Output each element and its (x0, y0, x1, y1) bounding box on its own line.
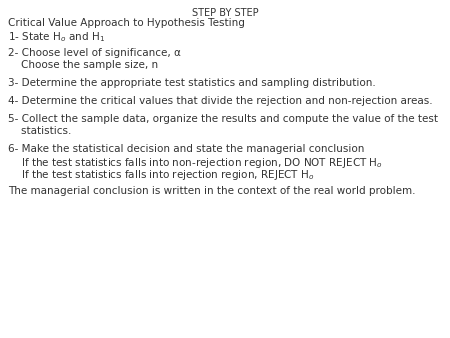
Text: 4- Determine the critical values that divide the rejection and non-rejection are: 4- Determine the critical values that di… (8, 96, 432, 106)
Text: 3- Determine the appropriate test statistics and sampling distribution.: 3- Determine the appropriate test statis… (8, 78, 376, 88)
Text: 6- Make the statistical decision and state the managerial conclusion: 6- Make the statistical decision and sta… (8, 144, 365, 154)
Text: statistics.: statistics. (8, 126, 72, 136)
Text: 2- Choose level of significance, α: 2- Choose level of significance, α (8, 48, 181, 58)
Text: 5- Collect the sample data, organize the results and compute the value of the te: 5- Collect the sample data, organize the… (8, 114, 438, 124)
Text: The managerial conclusion is written in the context of the real world problem.: The managerial conclusion is written in … (8, 186, 415, 196)
Text: Choose the sample size, n: Choose the sample size, n (8, 60, 158, 70)
Text: 1- State H$_o$ and H$_1$: 1- State H$_o$ and H$_1$ (8, 30, 105, 44)
Text: If the test statistics falls into rejection region, REJECT H$_o$: If the test statistics falls into reject… (8, 168, 315, 182)
Text: STEP BY STEP: STEP BY STEP (192, 8, 258, 18)
Text: If the test statistics falls into non-rejection region, DO NOT REJECT H$_o$: If the test statistics falls into non-re… (8, 156, 383, 170)
Text: Critical Value Approach to Hypothesis Testing: Critical Value Approach to Hypothesis Te… (8, 18, 245, 28)
